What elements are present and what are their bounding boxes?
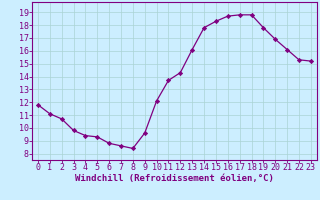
X-axis label: Windchill (Refroidissement éolien,°C): Windchill (Refroidissement éolien,°C) bbox=[75, 174, 274, 183]
